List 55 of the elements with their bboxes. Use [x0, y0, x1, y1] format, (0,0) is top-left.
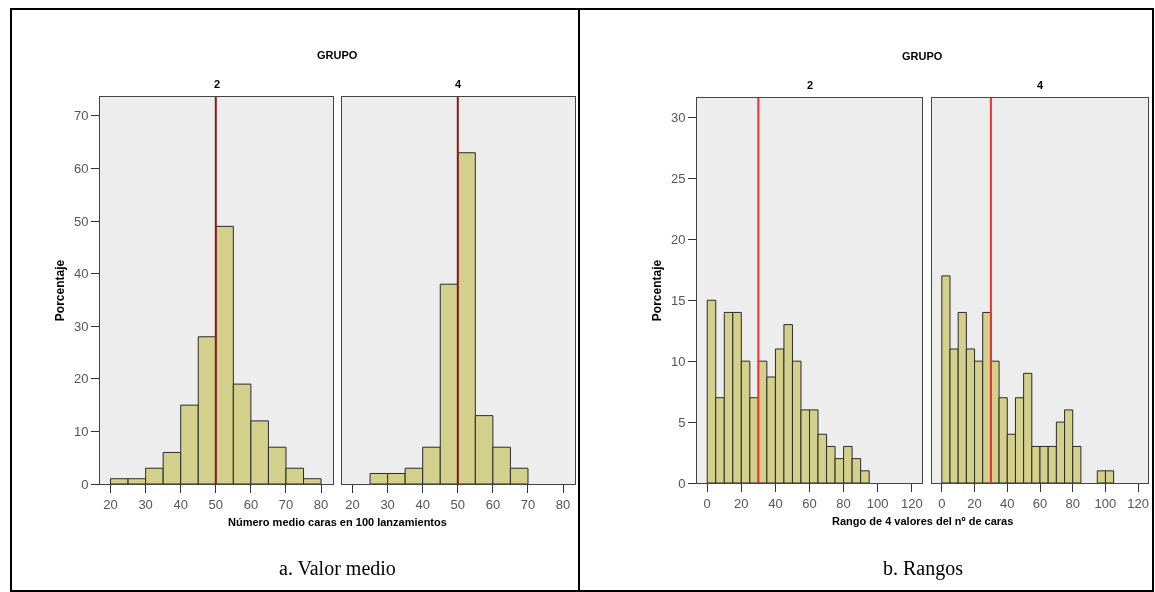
x-tick-label: 20 [345, 496, 360, 512]
x-tick-label: 40 [173, 496, 188, 512]
x-tick-label: 0 [703, 495, 711, 511]
x-tick-label: 20 [967, 495, 982, 511]
y-tick-label: 15 [670, 292, 686, 308]
text: b. Rangos [883, 557, 964, 580]
y-tick-label: 10 [670, 353, 686, 369]
y-tick-label: 10 [73, 423, 89, 439]
y-tick-label: 30 [670, 110, 686, 126]
x-tick-label: 100 [1094, 495, 1117, 511]
y-tick-label: 40 [73, 266, 89, 282]
text: GRUPO [902, 50, 943, 62]
y-tick-label: 50 [73, 213, 89, 229]
text: a. Valor medio [279, 557, 396, 579]
x-tick-label: 30 [380, 496, 395, 512]
y-tick-label: 0 [81, 476, 89, 492]
x-tick-label: 50 [208, 496, 224, 512]
x-tick-label: 70 [520, 496, 536, 512]
y-tick-label: 25 [670, 170, 686, 186]
y-tick-label: 60 [73, 161, 89, 177]
x-tick-label: 100 [866, 495, 889, 511]
x-tick-label: 40 [768, 495, 783, 511]
y-tick-label: 5 [678, 414, 686, 430]
y-tick-label: 30 [73, 318, 89, 334]
x-tick-label: 60 [243, 496, 259, 512]
y-tick-label: 20 [670, 231, 686, 247]
chart-title: 4 [1037, 79, 1044, 91]
x-tick-label: 60 [802, 495, 817, 511]
chart-title: 2 [807, 79, 814, 91]
y-axis-title: Porcentaje [650, 259, 665, 322]
text: GRUPO [317, 49, 358, 61]
x-tick-label: 70 [278, 496, 294, 512]
x-tick-label: 20 [103, 496, 118, 512]
x-tick-label: 80 [836, 495, 851, 511]
x-tick-label: 120 [1127, 495, 1150, 511]
x-tick-label: 20 [734, 495, 749, 511]
x-tick-label: 30 [138, 496, 153, 512]
x-tick-label: 40 [415, 496, 430, 512]
x-axis-title: Rango de 4 valores del nº de caras [832, 515, 1014, 527]
x-tick-label: 60 [485, 496, 501, 512]
chart-title: 4 [455, 78, 462, 90]
y-tick-label: 70 [73, 108, 89, 124]
y-axis-title: Porcentaje [53, 259, 68, 322]
x-tick-label: 60 [1032, 495, 1048, 511]
x-tick-label: 80 [313, 496, 329, 512]
x-tick-label: 40 [1000, 495, 1015, 511]
x-axis-title: Número medio caras en 100 lanzamientos [228, 516, 447, 528]
chart-title: 2 [214, 78, 221, 90]
y-tick-label: 0 [678, 475, 686, 491]
y-tick-label: 20 [73, 371, 89, 387]
x-tick-label: 80 [1065, 495, 1080, 511]
x-tick-label: 0 [938, 495, 946, 511]
x-tick-label: 80 [555, 496, 571, 512]
x-tick-label: 120 [900, 495, 923, 511]
x-tick-label: 50 [450, 496, 466, 512]
